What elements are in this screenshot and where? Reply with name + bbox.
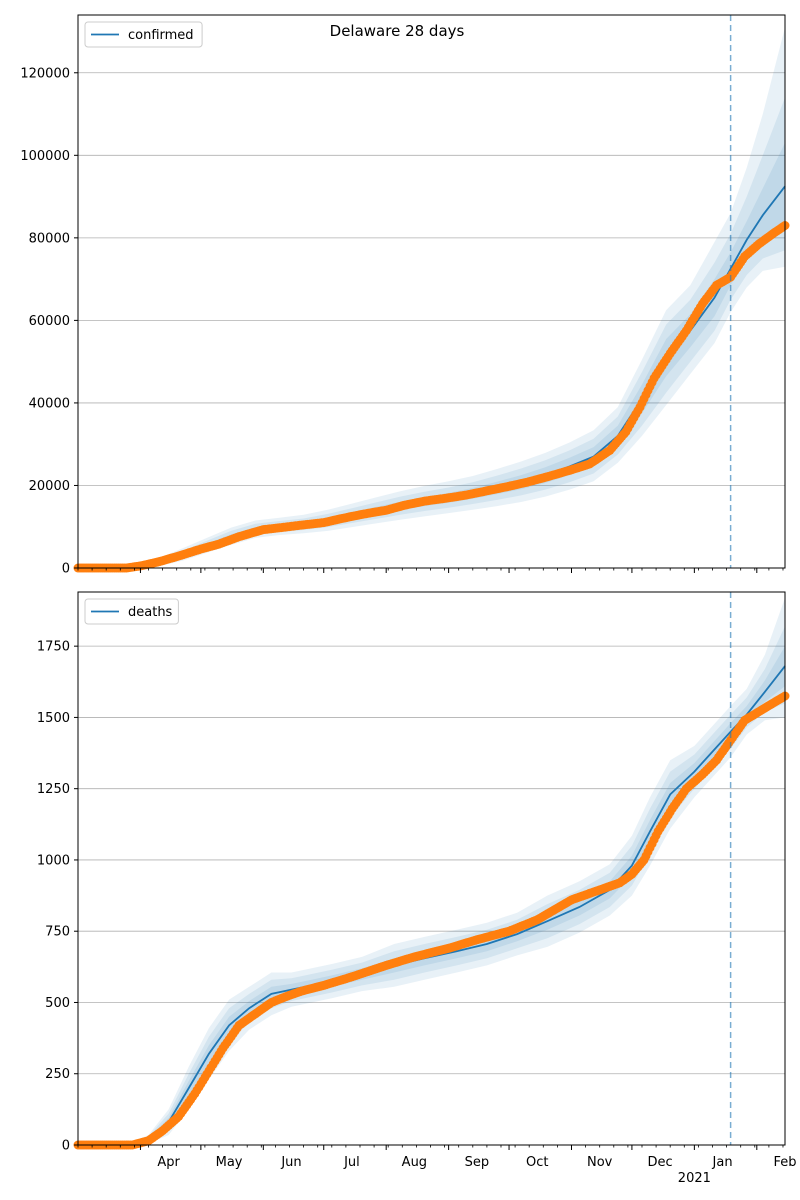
x-tick-label-8: Dec (648, 1155, 673, 1170)
x-tick-label-9: Jan (712, 1155, 733, 1170)
x-tick-label-0: Apr (157, 1155, 180, 1170)
x-tick-label-10: Feb (773, 1155, 796, 1170)
x-tick-label-6: Oct (526, 1155, 548, 1170)
y-tick-label-0: 0 (62, 1139, 70, 1154)
x-tick-sublabel-9: 2021 (678, 1171, 711, 1186)
x-tick-label-1: May (216, 1155, 243, 1170)
confirmed-panel: 0 20000 40000 60000 80000 100000 120000 confirm… (20, 14, 790, 577)
x-tick-label-5: Sep (465, 1155, 490, 1170)
y-tick-label-5: 1250 (37, 782, 70, 797)
y-tick-label-0: 0 (62, 562, 70, 577)
y-tick-label-3: 750 (45, 925, 70, 940)
legend-label: confirmed (128, 28, 194, 43)
legend-box (84, 598, 179, 625)
legend: confirmed (84, 21, 203, 48)
model-line (78, 665, 786, 1146)
y-tick-label-1: 20000 (29, 479, 70, 494)
legend: deaths (84, 598, 179, 625)
x-tick-label-3: Jul (343, 1155, 360, 1170)
y-tick-label-2: 40000 (29, 396, 70, 411)
figure-title: Delaware 28 days (330, 22, 465, 40)
x-tick-label-2: Jun (280, 1155, 301, 1170)
uncertainty-band-0 (78, 646, 785, 1145)
legend-label: deaths (128, 605, 173, 620)
y-tick-label-1: 250 (45, 1067, 70, 1082)
uncertainty-band-2 (78, 27, 785, 568)
y-tick-label-3: 60000 (29, 314, 70, 329)
deaths-panel: 0 250 500 750 1000 1250 1500 1750 Apr May Jun Jul Au… (37, 591, 797, 1186)
y-tick-label-2: 500 (45, 996, 70, 1011)
y-tick-label-6: 120000 (20, 66, 70, 81)
uncertainty-band-2 (78, 597, 785, 1145)
x-tick-label-4: Aug (402, 1155, 427, 1170)
y-tick-label-4: 80000 (29, 231, 70, 246)
y-tick-label-6: 1500 (37, 711, 70, 726)
x-tick-label-7: Nov (587, 1155, 613, 1170)
y-tick-label-4: 1000 (37, 853, 70, 868)
y-tick-label-7: 1750 (37, 640, 70, 655)
axes-frame (77, 591, 786, 1146)
y-tick-label-5: 100000 (20, 149, 70, 164)
axes-frame (77, 14, 786, 569)
uncertainty-band-1 (78, 626, 785, 1145)
observed-series (73, 221, 790, 573)
legend-box (84, 21, 203, 48)
